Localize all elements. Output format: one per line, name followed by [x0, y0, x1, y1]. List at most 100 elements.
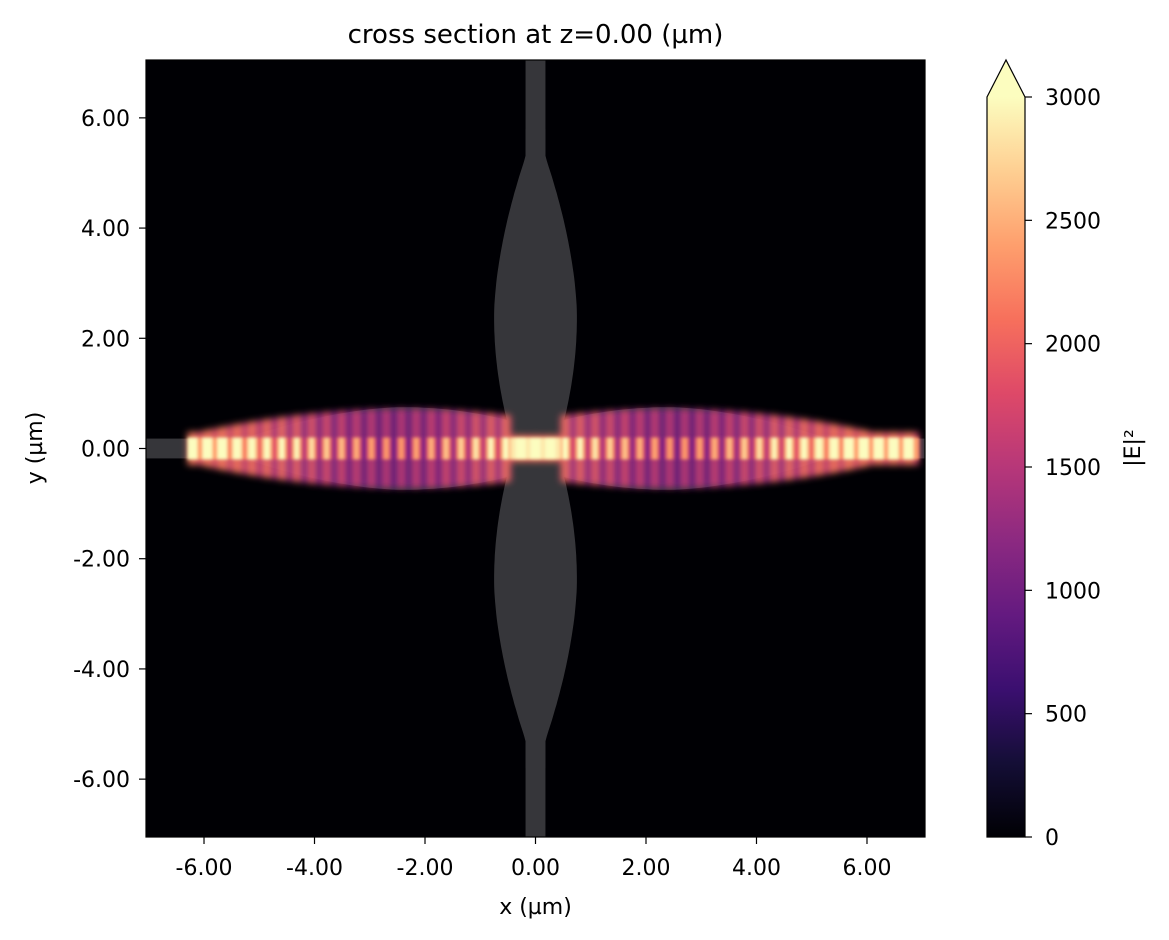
field-core-column	[227, 437, 231, 460]
field-core-column	[207, 437, 211, 460]
field-core-column	[639, 437, 643, 460]
field-core-column	[398, 437, 402, 460]
field-core-column	[637, 437, 641, 460]
field-core-column	[575, 437, 579, 460]
field-core-column	[199, 437, 203, 460]
field-core-column	[274, 437, 278, 460]
field-core-column	[876, 437, 880, 460]
chart-title: cross section at z=0.00 (µm)	[348, 20, 724, 50]
field-core-column	[672, 437, 676, 460]
field-core-column	[642, 437, 646, 460]
field-core-column	[463, 437, 467, 460]
field-core-column	[562, 437, 566, 460]
field-core-column	[249, 437, 253, 460]
field-core-column	[252, 437, 256, 460]
field-core-column	[364, 437, 368, 460]
field-core-column	[858, 437, 862, 460]
field-core-column	[910, 437, 914, 460]
colorbar: 0 500 1000 1500 2000 2500 3000 |E|²	[986, 58, 1146, 851]
y-tick-label: 6.00	[81, 107, 130, 132]
field-core-column	[329, 437, 333, 460]
field-core-column	[620, 437, 624, 460]
colorbar-tick-label: 500	[1045, 703, 1087, 728]
field-core-column	[296, 437, 300, 460]
field-core-column	[605, 437, 609, 460]
field-core-column	[451, 437, 455, 460]
field-core-column	[702, 437, 706, 460]
field-core-column	[204, 437, 208, 460]
y-tick-label: -4.00	[73, 658, 130, 683]
field-core-column	[577, 437, 581, 460]
field-core-column	[359, 437, 363, 460]
field-core-column	[426, 437, 430, 460]
field-core-column	[473, 437, 477, 460]
field-core-column	[826, 437, 830, 460]
field-core-column	[234, 437, 238, 460]
field-core-column	[528, 437, 532, 460]
field-core-column	[219, 437, 223, 460]
field-core-column	[644, 437, 648, 460]
field-core-column	[354, 437, 358, 460]
y-tick-label: 0.00	[81, 438, 130, 463]
x-tick-label: 2.00	[622, 856, 671, 881]
field-core-column	[585, 437, 589, 460]
field-core-column	[873, 437, 877, 460]
lens-top	[494, 128, 577, 449]
field-core-column	[587, 437, 591, 460]
field-core-column	[684, 437, 688, 460]
field-core-column	[893, 437, 897, 460]
field-core-column	[669, 437, 673, 460]
field-core-column	[192, 437, 196, 460]
field-core-column	[794, 437, 798, 460]
field-core-column	[336, 437, 340, 460]
field-core-column	[769, 437, 773, 460]
y-tick-label: 2.00	[81, 327, 130, 352]
x-tick-label: 0.00	[511, 856, 560, 881]
field-core-column	[217, 437, 221, 460]
field-core-column	[622, 437, 626, 460]
field-core-column	[533, 437, 537, 460]
field-core-column	[222, 437, 226, 460]
field-core-column	[714, 437, 718, 460]
field-core-column	[520, 437, 524, 460]
field-core-column	[543, 437, 547, 460]
field-core-column	[438, 437, 442, 460]
field-core-column	[339, 437, 343, 460]
field-core-column	[518, 437, 522, 460]
field-core-column	[694, 437, 698, 460]
x-tick-label: 6.00	[842, 856, 891, 881]
field-core-column	[470, 437, 474, 460]
field-core-column	[615, 437, 619, 460]
field-core-column	[754, 437, 758, 460]
field-core-column	[597, 437, 601, 460]
x-tick-label: -6.00	[176, 856, 233, 881]
field-core-column	[662, 437, 666, 460]
field-core-column	[500, 437, 504, 460]
field-core-column	[286, 437, 290, 460]
field-core-column	[264, 437, 268, 460]
field-core-column	[393, 437, 397, 460]
field-core-column	[726, 437, 730, 460]
field-core-column	[818, 437, 822, 460]
field-core-column	[515, 437, 519, 460]
colorbar-outline	[986, 58, 1026, 838]
field-core-column	[903, 437, 907, 460]
field-core-column	[525, 437, 529, 460]
field-core-column	[709, 437, 713, 460]
field-core-column	[214, 437, 218, 460]
field-core-column	[257, 437, 261, 460]
field-core-column	[804, 437, 808, 460]
field-core-column	[267, 437, 271, 460]
field-core-column	[465, 437, 469, 460]
field-core-column	[617, 437, 621, 460]
field-core-column	[237, 437, 241, 460]
field-core-column	[388, 437, 392, 460]
field-core-column	[488, 437, 492, 460]
field-core-column	[460, 437, 464, 460]
field-core-column	[468, 437, 472, 460]
field-core-column	[779, 437, 783, 460]
field-core-column	[530, 437, 534, 460]
field-core-column	[475, 437, 479, 460]
field-core-column	[724, 437, 728, 460]
field-core-column	[891, 437, 895, 460]
